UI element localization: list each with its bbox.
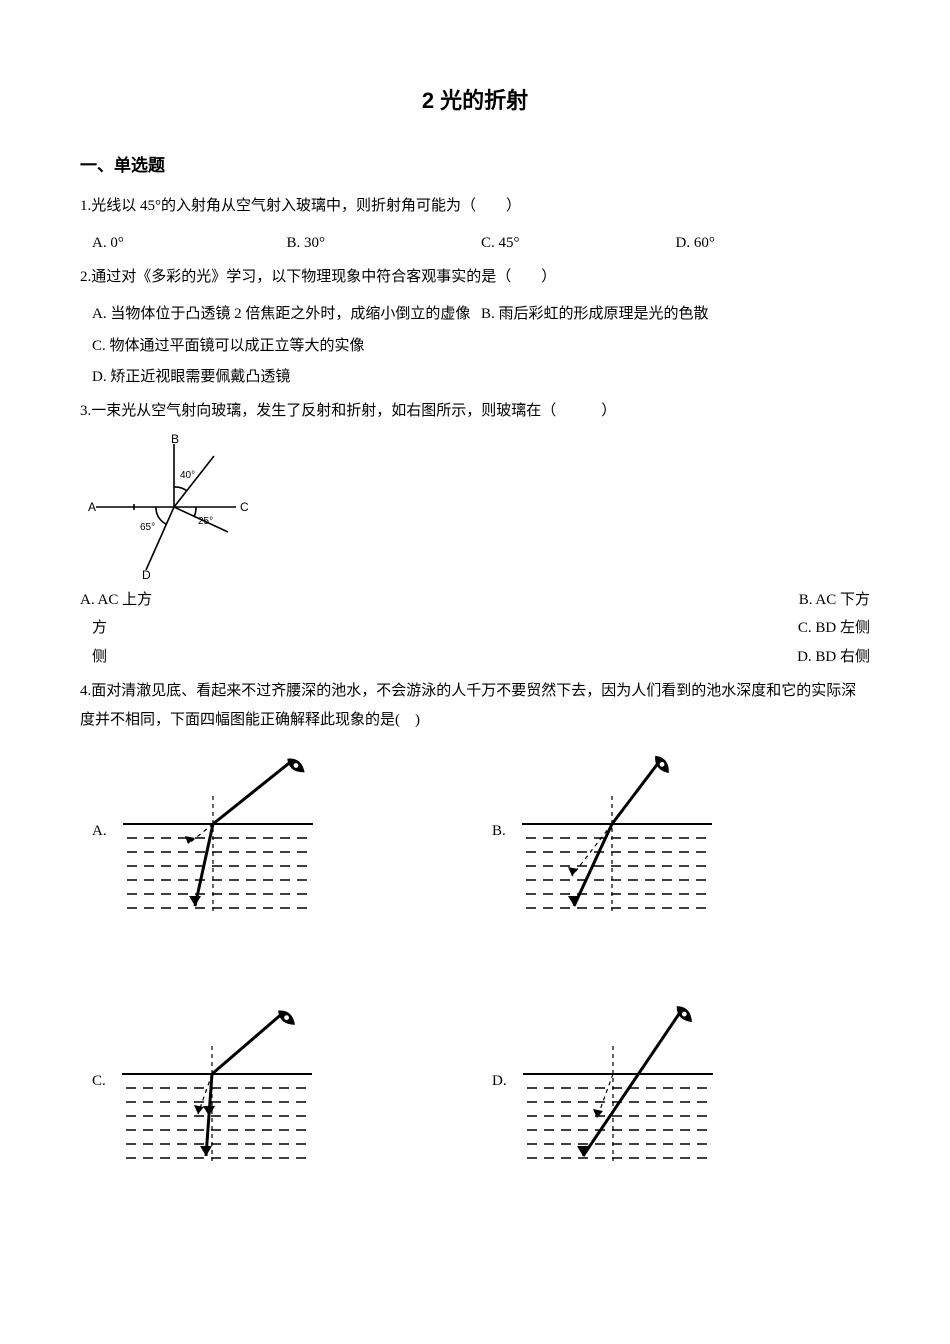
q1-opt-d: D. 60° xyxy=(676,229,871,258)
q3-opt-c: C. BD 左侧 xyxy=(730,614,870,643)
q3-label-25: 25° xyxy=(198,516,213,527)
q1-stem: 1.光线以 45°的入射角从空气射入玻璃中，则折射角可能为（ ） xyxy=(80,192,870,221)
q4-figures: A. xyxy=(92,746,870,1166)
q3-label-b: B xyxy=(171,434,179,446)
q1-options: A. 0° B. 30° C. 45° D. 60° xyxy=(92,229,870,258)
q4-opt-d: D. xyxy=(492,1067,507,1096)
q2-options: A. 当物体位于凸透镜 2 倍焦距之外时，成缩小倒立的虚像 B. 雨后彩虹的形成… xyxy=(92,298,870,392)
q1-opt-a: A. 0° xyxy=(92,229,287,258)
q2-opt-d: D. 矫正近视眼需要佩戴凸透镜 xyxy=(92,363,870,392)
q4-stem: 4.面对清澈见底、看起来不过齐腰深的池水，不会游泳的人千万不要贸然下去，因为人们… xyxy=(80,677,870,734)
q2-opt-a: A. 当物体位于凸透镜 2 倍焦距之外时，成缩小倒立的虚像 xyxy=(92,300,481,329)
q3-label-40: 40° xyxy=(180,470,195,481)
q1-opt-c: C. 45° xyxy=(481,229,676,258)
q4-opt-b: B. xyxy=(492,817,506,846)
q3-label-c: C xyxy=(240,500,249,514)
q3-opt-d: D. BD 右侧 xyxy=(730,643,870,672)
q2-stem: 2.通过对《多彩的光》学习，以下物理现象中符合客观事实的是（ ） xyxy=(80,263,870,292)
q4-fig-b: B. xyxy=(492,746,832,916)
q4-opt-a: A. xyxy=(92,817,107,846)
q3-opt-a: A. AC 上方 xyxy=(80,586,220,615)
q2-opt-b: B. 雨后彩虹的形成原理是光的色散 xyxy=(481,300,870,329)
q2-opt-c: C. 物体通过平面镜可以成正立等大的实像 xyxy=(92,332,870,361)
q3-label-65: 65° xyxy=(140,522,155,533)
q3-diagram: B A C D 40° 25° 65° xyxy=(86,434,870,580)
q4-fig-c: C. xyxy=(92,996,432,1166)
q4-opt-c: C. xyxy=(92,1067,106,1096)
q3-label-d: D xyxy=(142,568,151,580)
q4-fig-a: A. xyxy=(92,746,432,916)
page-title: 2 光的折射 xyxy=(80,80,870,122)
section-heading: 一、单选题 xyxy=(80,150,870,182)
q3-opt-b: B. AC 下方 xyxy=(730,586,870,615)
q3-label-a: A xyxy=(88,500,96,514)
q1-opt-b: B. 30° xyxy=(287,229,482,258)
q3-stem: 3.一束光从空气射向玻璃，发生了反射和折射，如右图所示，则玻璃在（ ） xyxy=(80,397,870,426)
q4-fig-d: D. xyxy=(492,996,832,1166)
q3-options: A. AC 上方 B. AC 下方 方 C. BD 左侧 侧 D. BD 右侧 xyxy=(80,586,870,672)
